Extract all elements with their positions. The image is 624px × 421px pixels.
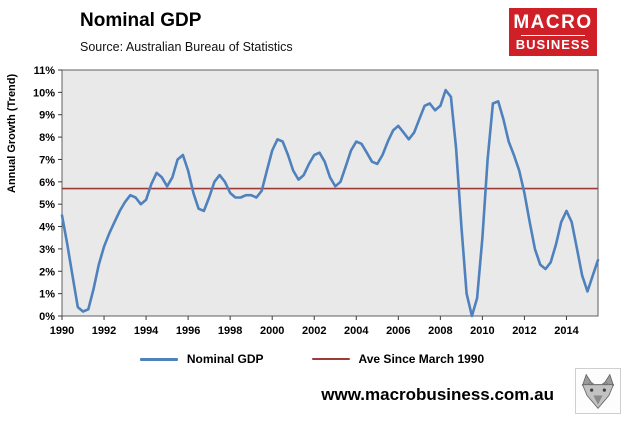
legend-item-average-line: Ave Since March 1990	[311, 352, 485, 366]
legend-label: Nominal GDP	[186, 352, 264, 366]
wolf-logo	[575, 368, 621, 414]
svg-text:11%: 11%	[34, 65, 56, 77]
svg-text:7%: 7%	[39, 154, 55, 166]
svg-text:2012: 2012	[512, 325, 536, 337]
logo-divider	[521, 34, 585, 36]
svg-text:2014: 2014	[554, 325, 579, 337]
logo-line-macro: MACRO	[513, 11, 593, 33]
svg-text:2010: 2010	[470, 325, 494, 337]
svg-text:1992: 1992	[92, 325, 116, 337]
svg-text:0%: 0%	[39, 311, 55, 323]
svg-text:3%: 3%	[39, 244, 55, 256]
svg-text:8%: 8%	[39, 132, 55, 144]
page-title: Nominal GDP	[80, 10, 202, 31]
svg-text:2000: 2000	[260, 325, 284, 337]
svg-text:2002: 2002	[302, 325, 326, 337]
svg-text:1998: 1998	[218, 325, 242, 337]
svg-text:1%: 1%	[39, 289, 55, 301]
chart-legend: Nominal GDP Ave Since March 1990	[0, 352, 624, 366]
logo-line-business: BUSINESS	[515, 36, 591, 52]
legend-swatch-blue-line	[139, 357, 178, 361]
svg-text:2008: 2008	[428, 325, 452, 337]
svg-text:1990: 1990	[50, 325, 74, 337]
svg-text:1996: 1996	[176, 325, 200, 337]
legend-label: Ave Since March 1990	[358, 352, 485, 366]
svg-text:5%: 5%	[39, 199, 55, 211]
wolf-head-icon	[581, 373, 615, 409]
svg-text:2004: 2004	[344, 325, 369, 337]
source-caption: Source: Australian Bureau of Statistics	[80, 40, 293, 54]
svg-text:2%: 2%	[39, 266, 55, 278]
svg-text:10%: 10%	[33, 87, 55, 99]
svg-text:2006: 2006	[386, 325, 410, 337]
svg-text:4%: 4%	[39, 222, 55, 234]
legend-swatch-red-line	[311, 358, 350, 360]
website-url: www.macrobusiness.com.au	[321, 385, 554, 404]
gdp-line-chart: 0% 1% 2% 3% 4% 5% 6% 7% 8% 9% 10% 11% 1990 1992 1994 19…	[33, 65, 600, 337]
macrobusiness-logo: MACRO BUSINESS	[509, 8, 597, 56]
legend-item-nominal-gdp: Nominal GDP	[139, 352, 264, 366]
svg-text:9%: 9%	[39, 110, 55, 122]
svg-text:1994: 1994	[134, 325, 159, 337]
svg-text:6%: 6%	[39, 177, 55, 189]
